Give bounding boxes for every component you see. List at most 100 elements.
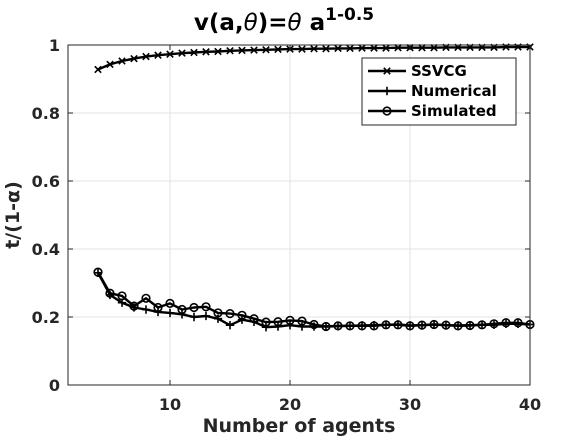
legend-entries: SSVCG Numerical Simulated <box>368 62 497 120</box>
data-point <box>285 320 295 330</box>
data-point <box>105 288 115 298</box>
data-point <box>370 44 378 52</box>
data-point <box>201 302 211 312</box>
data-point <box>345 321 355 331</box>
data-point <box>238 46 246 55</box>
y-tick-label: 0.4 <box>32 240 60 259</box>
title-middle: )= <box>258 10 288 36</box>
data-point <box>346 44 354 53</box>
data-point <box>297 316 307 326</box>
data-point <box>381 320 391 330</box>
x-axis-label: Number of agents <box>203 415 396 437</box>
title-base: a <box>302 10 326 36</box>
title-theta: θ <box>244 10 258 36</box>
data-point <box>285 315 295 326</box>
series-layer <box>93 43 535 332</box>
data-point <box>297 322 307 331</box>
y-axis-label: t/(1-α) <box>2 181 24 249</box>
data-point <box>261 323 271 332</box>
chart-title: v(a,θ)=θ a1-0.5 <box>194 5 374 36</box>
data-point <box>154 51 162 59</box>
data-point <box>418 43 426 52</box>
data-point <box>214 47 222 56</box>
data-point <box>513 318 523 328</box>
title-prefix: v(a, <box>194 10 244 36</box>
data-point <box>141 293 151 303</box>
data-point <box>417 320 427 330</box>
data-point <box>189 312 199 322</box>
data-point <box>213 308 223 318</box>
x-tick-label: 30 <box>399 395 421 414</box>
legend-marker <box>382 86 392 96</box>
legend: SSVCG Numerical Simulated <box>361 57 517 126</box>
data-point <box>117 291 127 301</box>
plot-frame <box>67 44 531 386</box>
legend-item: Numerical <box>368 82 497 100</box>
legend-marker <box>383 67 391 75</box>
data-point <box>213 314 223 323</box>
x-tick-label: 40 <box>519 395 541 414</box>
data-point <box>441 320 451 330</box>
data-point <box>429 319 439 330</box>
data-point <box>177 310 187 319</box>
data-point <box>202 48 210 56</box>
data-point <box>165 298 175 309</box>
data-point <box>190 48 198 57</box>
data-point <box>237 310 247 320</box>
data-point <box>430 43 438 52</box>
data-point <box>501 318 511 328</box>
data-point <box>333 321 343 331</box>
data-point <box>130 54 138 63</box>
y-tick-label: 0.2 <box>32 308 60 327</box>
data-point <box>165 308 175 318</box>
y-tick-label: 1 <box>49 36 60 55</box>
data-point <box>142 52 150 61</box>
data-point <box>189 302 199 313</box>
legend-label: Simulated <box>411 102 497 120</box>
data-point <box>310 44 318 53</box>
data-point <box>334 44 342 53</box>
legend-marker <box>382 106 392 116</box>
y-tick-label: 0 <box>49 376 60 395</box>
data-point <box>273 317 283 327</box>
legend-label: Numerical <box>411 82 497 100</box>
data-point <box>93 267 103 277</box>
data-point <box>262 45 270 54</box>
data-point <box>153 302 163 313</box>
data-point <box>201 311 211 321</box>
legend-item: SSVCG <box>368 62 467 80</box>
data-point <box>225 309 235 319</box>
data-point <box>322 44 330 53</box>
title-theta-2: θ <box>288 10 302 36</box>
data-point <box>405 321 415 331</box>
data-point <box>261 317 271 327</box>
data-point <box>94 65 102 74</box>
data-point <box>249 314 259 324</box>
data-point <box>393 320 403 330</box>
data-point <box>273 322 283 331</box>
data-point <box>141 305 151 314</box>
legend-item: Simulated <box>368 102 497 120</box>
data-point <box>226 47 234 55</box>
y-tick-label: 0.6 <box>32 172 60 191</box>
data-point <box>477 320 487 330</box>
x-tick-label: 10 <box>159 395 181 414</box>
data-point <box>178 49 186 57</box>
data-point <box>369 321 379 331</box>
legend-label: SSVCG <box>411 62 467 80</box>
data-point <box>118 57 126 65</box>
data-point <box>321 321 331 332</box>
data-point <box>177 304 187 315</box>
data-point <box>357 321 367 331</box>
title-exponent: 1-0.5 <box>325 5 374 25</box>
data-point <box>298 45 306 53</box>
data-point <box>358 44 366 52</box>
data-point <box>394 43 402 52</box>
data-point <box>453 321 463 331</box>
data-point <box>309 319 319 330</box>
data-point <box>225 320 235 330</box>
data-point <box>250 46 258 54</box>
data-point <box>465 320 475 331</box>
series-ssvcg <box>94 43 534 74</box>
